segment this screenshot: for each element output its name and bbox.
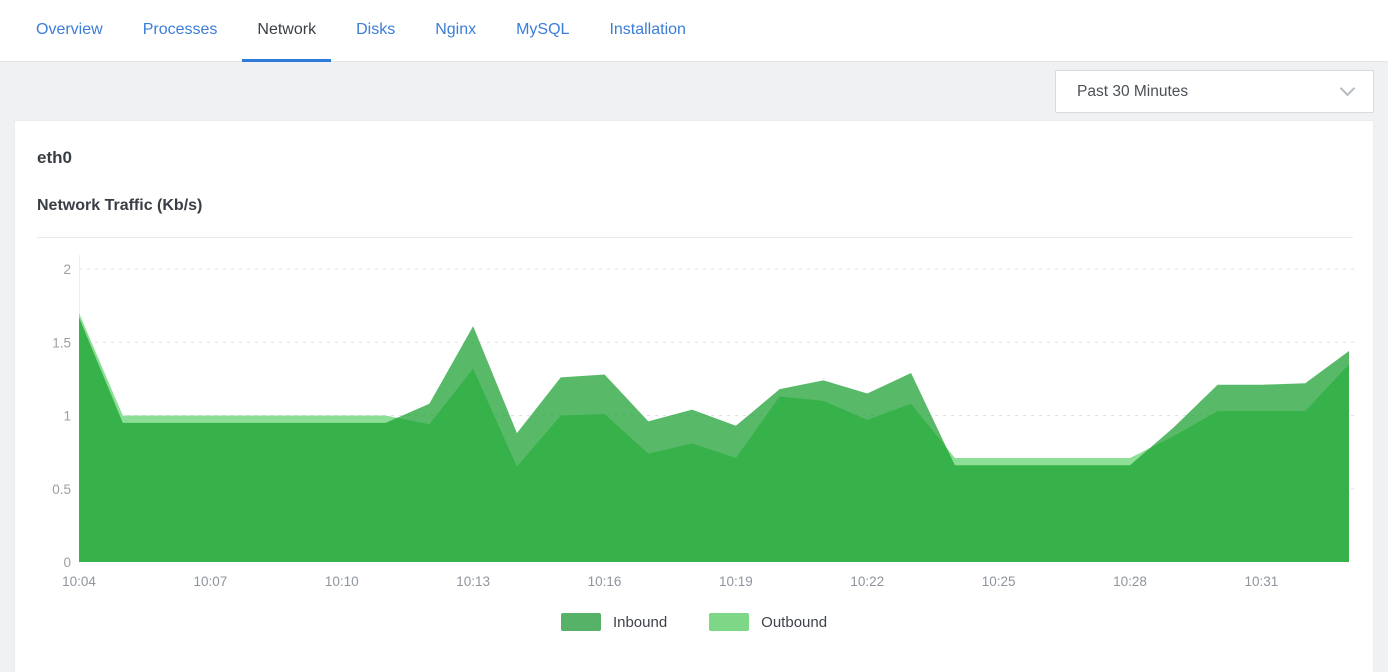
time-range-select[interactable]: Past 30 Minutes [1055, 70, 1374, 113]
tab-installation[interactable]: Installation [609, 20, 686, 38]
network-traffic-chart: 0 0.5 1 1.5 2 10:04 10:07 10:10 10:13 10:16 10:19 1… [52, 255, 1357, 589]
x-axis-label: 10:13 [456, 574, 490, 589]
time-range-value: Past 30 Minutes [1077, 82, 1189, 100]
tab-bar: Overview Processes Network Disks Nginx MySQL I… [0, 0, 1388, 62]
chevron-down-icon [1339, 80, 1356, 97]
chart-title: Network Traffic (Kb/s) [37, 197, 203, 214]
y-axis-label: 0 [63, 555, 71, 570]
divider [37, 237, 1353, 238]
legend-label: Inbound [612, 613, 668, 631]
tab-network[interactable]: Network [242, 0, 332, 62]
legend-label: Outbound [761, 613, 828, 631]
y-axis-label: 1 [63, 409, 71, 424]
y-axis-label: 0.5 [52, 482, 71, 497]
y-axis-label: 1.5 [52, 335, 71, 350]
inbound-area [79, 317, 1349, 562]
interface-title: eth0 [37, 148, 72, 167]
outbound-swatch [709, 613, 750, 631]
chart-legend: Inbound Outbound [15, 613, 1373, 631]
legend-item-inbound: Inbound [560, 613, 668, 631]
x-axis-label: 10:22 [850, 574, 884, 589]
x-axis-label: 10:25 [982, 574, 1016, 589]
x-axis-label: 10:28 [1113, 574, 1147, 589]
x-axis-label: 10:19 [719, 574, 753, 589]
x-axis-label: 10:10 [325, 574, 359, 589]
y-axis-label: 2 [63, 262, 71, 277]
x-axis-label: 10:16 [588, 574, 622, 589]
x-axis-label: 10:04 [62, 574, 96, 589]
x-axis-label: 10:07 [193, 574, 227, 589]
tab-overview[interactable]: Overview [36, 20, 103, 38]
tab-disks[interactable]: Disks [356, 20, 396, 38]
network-panel: eth0 Network Traffic (Kb/s) 0 0.5 1 1.5 2 10:… [14, 120, 1374, 672]
inbound-swatch [560, 613, 601, 631]
tab-nginx[interactable]: Nginx [435, 20, 477, 38]
legend-item-outbound: Outbound [709, 613, 827, 631]
toolbar: Past 30 Minutes [0, 62, 1388, 120]
x-axis-label: 10:31 [1245, 574, 1279, 589]
tab-processes[interactable]: Processes [142, 20, 218, 38]
tab-mysql[interactable]: MySQL [516, 20, 570, 38]
